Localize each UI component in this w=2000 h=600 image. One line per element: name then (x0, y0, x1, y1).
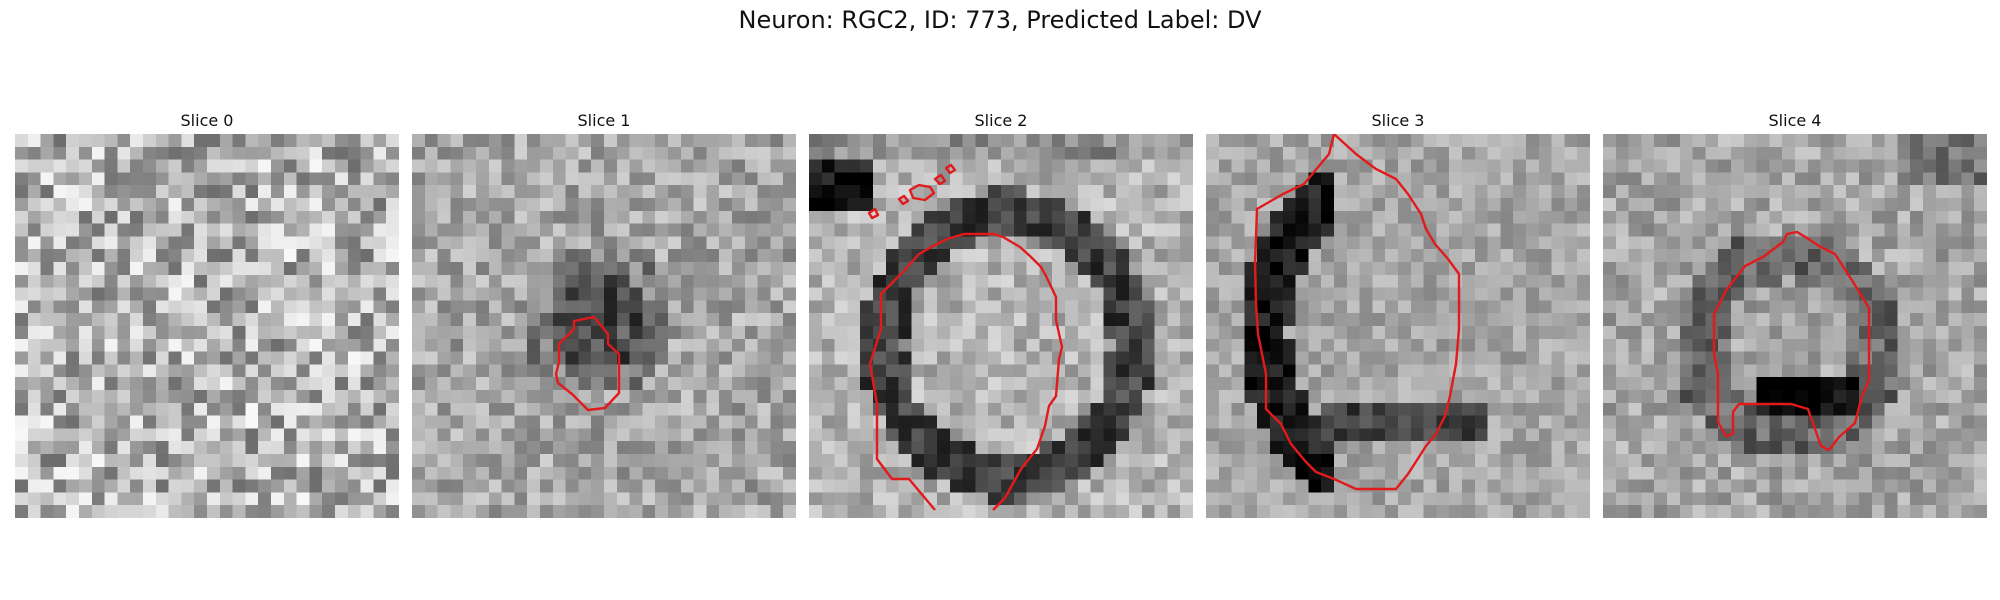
slice-image (15, 134, 399, 518)
slice-panel-2: Slice 2 (809, 110, 1193, 518)
roi-contour (1253, 134, 1461, 491)
roi-contour (554, 315, 621, 412)
roi-contour (944, 163, 957, 175)
slice-panel-3: Slice 3 (1206, 110, 1590, 518)
slice-image (1603, 134, 1987, 518)
grayscale-slice (1206, 134, 1590, 518)
roi-contour (868, 232, 1064, 511)
grayscale-slice (412, 134, 796, 518)
slice-title: Slice 2 (974, 111, 1028, 130)
roi-contour (867, 207, 880, 220)
roi-contour (897, 194, 910, 206)
roi-contour (908, 183, 936, 202)
grayscale-slice (809, 134, 1193, 518)
roi-contour (933, 173, 947, 186)
grayscale-slice (1603, 134, 1987, 518)
slice-title: Slice 3 (1371, 111, 1425, 130)
slice-image (412, 134, 796, 518)
contour-overlay (867, 163, 1064, 511)
slice-panel-4: Slice 4 (1603, 110, 1987, 518)
contour-overlay (1712, 230, 1871, 452)
slice-panel-1: Slice 1 (412, 110, 796, 518)
slice-image (809, 134, 1193, 518)
contour-overlay (1253, 134, 1461, 491)
contour-overlay (15, 134, 399, 518)
slice-title: Slice 1 (577, 111, 631, 130)
slice-title: Slice 0 (180, 111, 234, 130)
grayscale-slice (15, 134, 399, 518)
slice-image (1206, 134, 1590, 518)
roi-contour (1712, 230, 1871, 452)
contour-overlay (554, 315, 621, 412)
figure-title: Neuron: RGC2, ID: 773, Predicted Label: … (738, 6, 1262, 34)
slice-panel-0: Slice 0 (15, 110, 399, 518)
slice-title: Slice 4 (1768, 111, 1822, 130)
